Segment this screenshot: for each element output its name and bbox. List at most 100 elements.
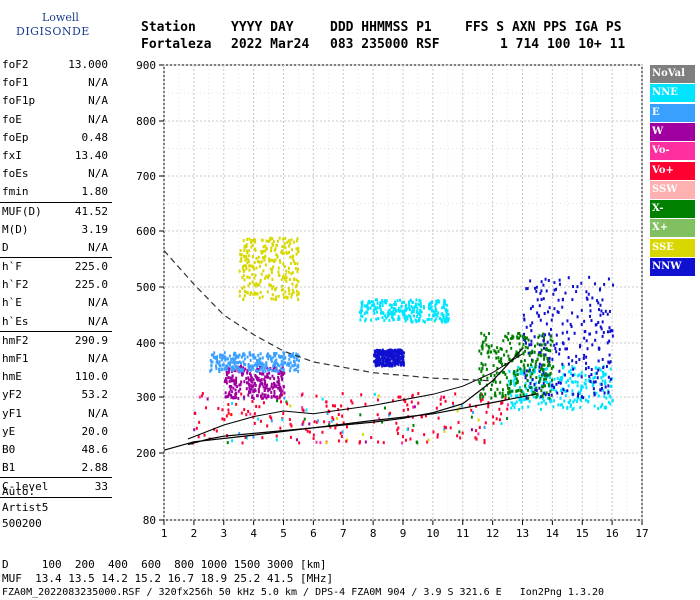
echo-point	[255, 375, 258, 379]
echo-point	[430, 317, 433, 321]
echo-point	[274, 288, 277, 292]
echo-point	[288, 357, 291, 361]
echo-point	[269, 376, 272, 380]
echo-point	[441, 312, 444, 316]
echo-point	[273, 248, 276, 252]
echo-point	[503, 371, 506, 375]
echo-point	[531, 377, 534, 381]
echo-point	[259, 382, 262, 386]
param-name: M(D)	[2, 222, 29, 236]
echo-point	[583, 381, 586, 385]
echo-point	[579, 405, 582, 409]
echo-point	[391, 357, 394, 361]
echo-point	[229, 360, 232, 364]
echo-point	[361, 432, 364, 436]
echo-point	[572, 406, 575, 410]
param-row-md: M(D) 3.19	[0, 221, 112, 239]
param-row-fmin: fmin 1.80	[0, 183, 112, 201]
echo-point	[541, 393, 544, 397]
echo-point	[392, 309, 395, 313]
echo-point	[230, 394, 233, 398]
echo-point	[555, 389, 558, 393]
echo-point	[388, 311, 391, 315]
echo-point	[265, 247, 268, 251]
echo-point	[250, 245, 253, 249]
echo-point	[589, 314, 592, 318]
echo-point	[548, 362, 551, 366]
echo-point	[401, 359, 404, 363]
echo-point	[233, 382, 236, 386]
echo-point	[523, 337, 526, 341]
echo-point	[219, 355, 222, 359]
echo-point	[292, 240, 295, 244]
echo-point	[542, 391, 545, 395]
echo-point	[549, 389, 552, 393]
echo-point	[419, 302, 422, 306]
echo-point	[542, 353, 545, 357]
echo-point	[553, 377, 556, 381]
echo-point	[523, 371, 526, 375]
echo-point	[498, 407, 501, 411]
echo-point	[370, 318, 373, 322]
echo-point	[521, 372, 524, 376]
echo-cluster-sse	[238, 236, 300, 302]
echo-point	[475, 429, 478, 433]
echo-point	[585, 361, 588, 365]
echo-point	[247, 365, 250, 369]
param-name: foE	[2, 112, 22, 126]
echo-point	[254, 291, 257, 295]
echo-point	[567, 337, 570, 341]
echo-point	[544, 353, 547, 357]
echo-point	[264, 369, 267, 373]
echo-point	[398, 309, 401, 313]
echo-point	[252, 390, 255, 394]
echo-point	[607, 277, 610, 281]
echo-point	[609, 379, 612, 383]
param-name: foEp	[2, 130, 29, 144]
echo-point	[401, 353, 404, 357]
echo-point	[580, 386, 583, 390]
echo-point	[331, 404, 334, 408]
echo-point	[282, 237, 285, 241]
echo-point	[483, 439, 486, 443]
echo-point	[544, 374, 547, 378]
echo-point	[565, 380, 568, 384]
echo-point	[399, 362, 402, 366]
echo-point	[227, 411, 230, 415]
param-name: yE	[2, 424, 16, 438]
echo-point	[488, 346, 491, 350]
echo-point	[436, 300, 439, 304]
echo-point	[502, 339, 505, 343]
echo-point	[383, 319, 386, 323]
echo-point	[538, 343, 541, 347]
echo-point	[507, 391, 510, 395]
echo-point	[292, 259, 295, 263]
echo-point	[595, 371, 598, 375]
echo-point	[535, 389, 538, 393]
echo-point	[552, 292, 555, 296]
echo-point	[445, 426, 448, 430]
echo-point	[288, 244, 291, 248]
echo-point	[374, 306, 377, 310]
echo-point	[523, 366, 526, 370]
echo-point	[395, 421, 398, 425]
echo-point	[232, 367, 235, 371]
echo-point	[292, 355, 295, 359]
echo-point	[366, 305, 369, 309]
param-name: foF2	[2, 58, 29, 71]
echo-point	[601, 334, 604, 338]
echo-point	[480, 393, 483, 397]
echo-point	[227, 376, 230, 380]
echo-point	[238, 431, 241, 435]
echo-point	[607, 384, 610, 388]
echo-point	[411, 309, 414, 313]
echo-point	[551, 357, 554, 361]
echo-point	[420, 415, 423, 419]
echo-point	[274, 384, 277, 388]
echo-point	[525, 369, 528, 373]
param-row-yf1: yF1 N/A	[0, 405, 112, 423]
echo-point	[410, 304, 413, 308]
echo-point	[280, 362, 283, 366]
echo-point	[266, 375, 269, 379]
echo-point	[510, 394, 513, 398]
